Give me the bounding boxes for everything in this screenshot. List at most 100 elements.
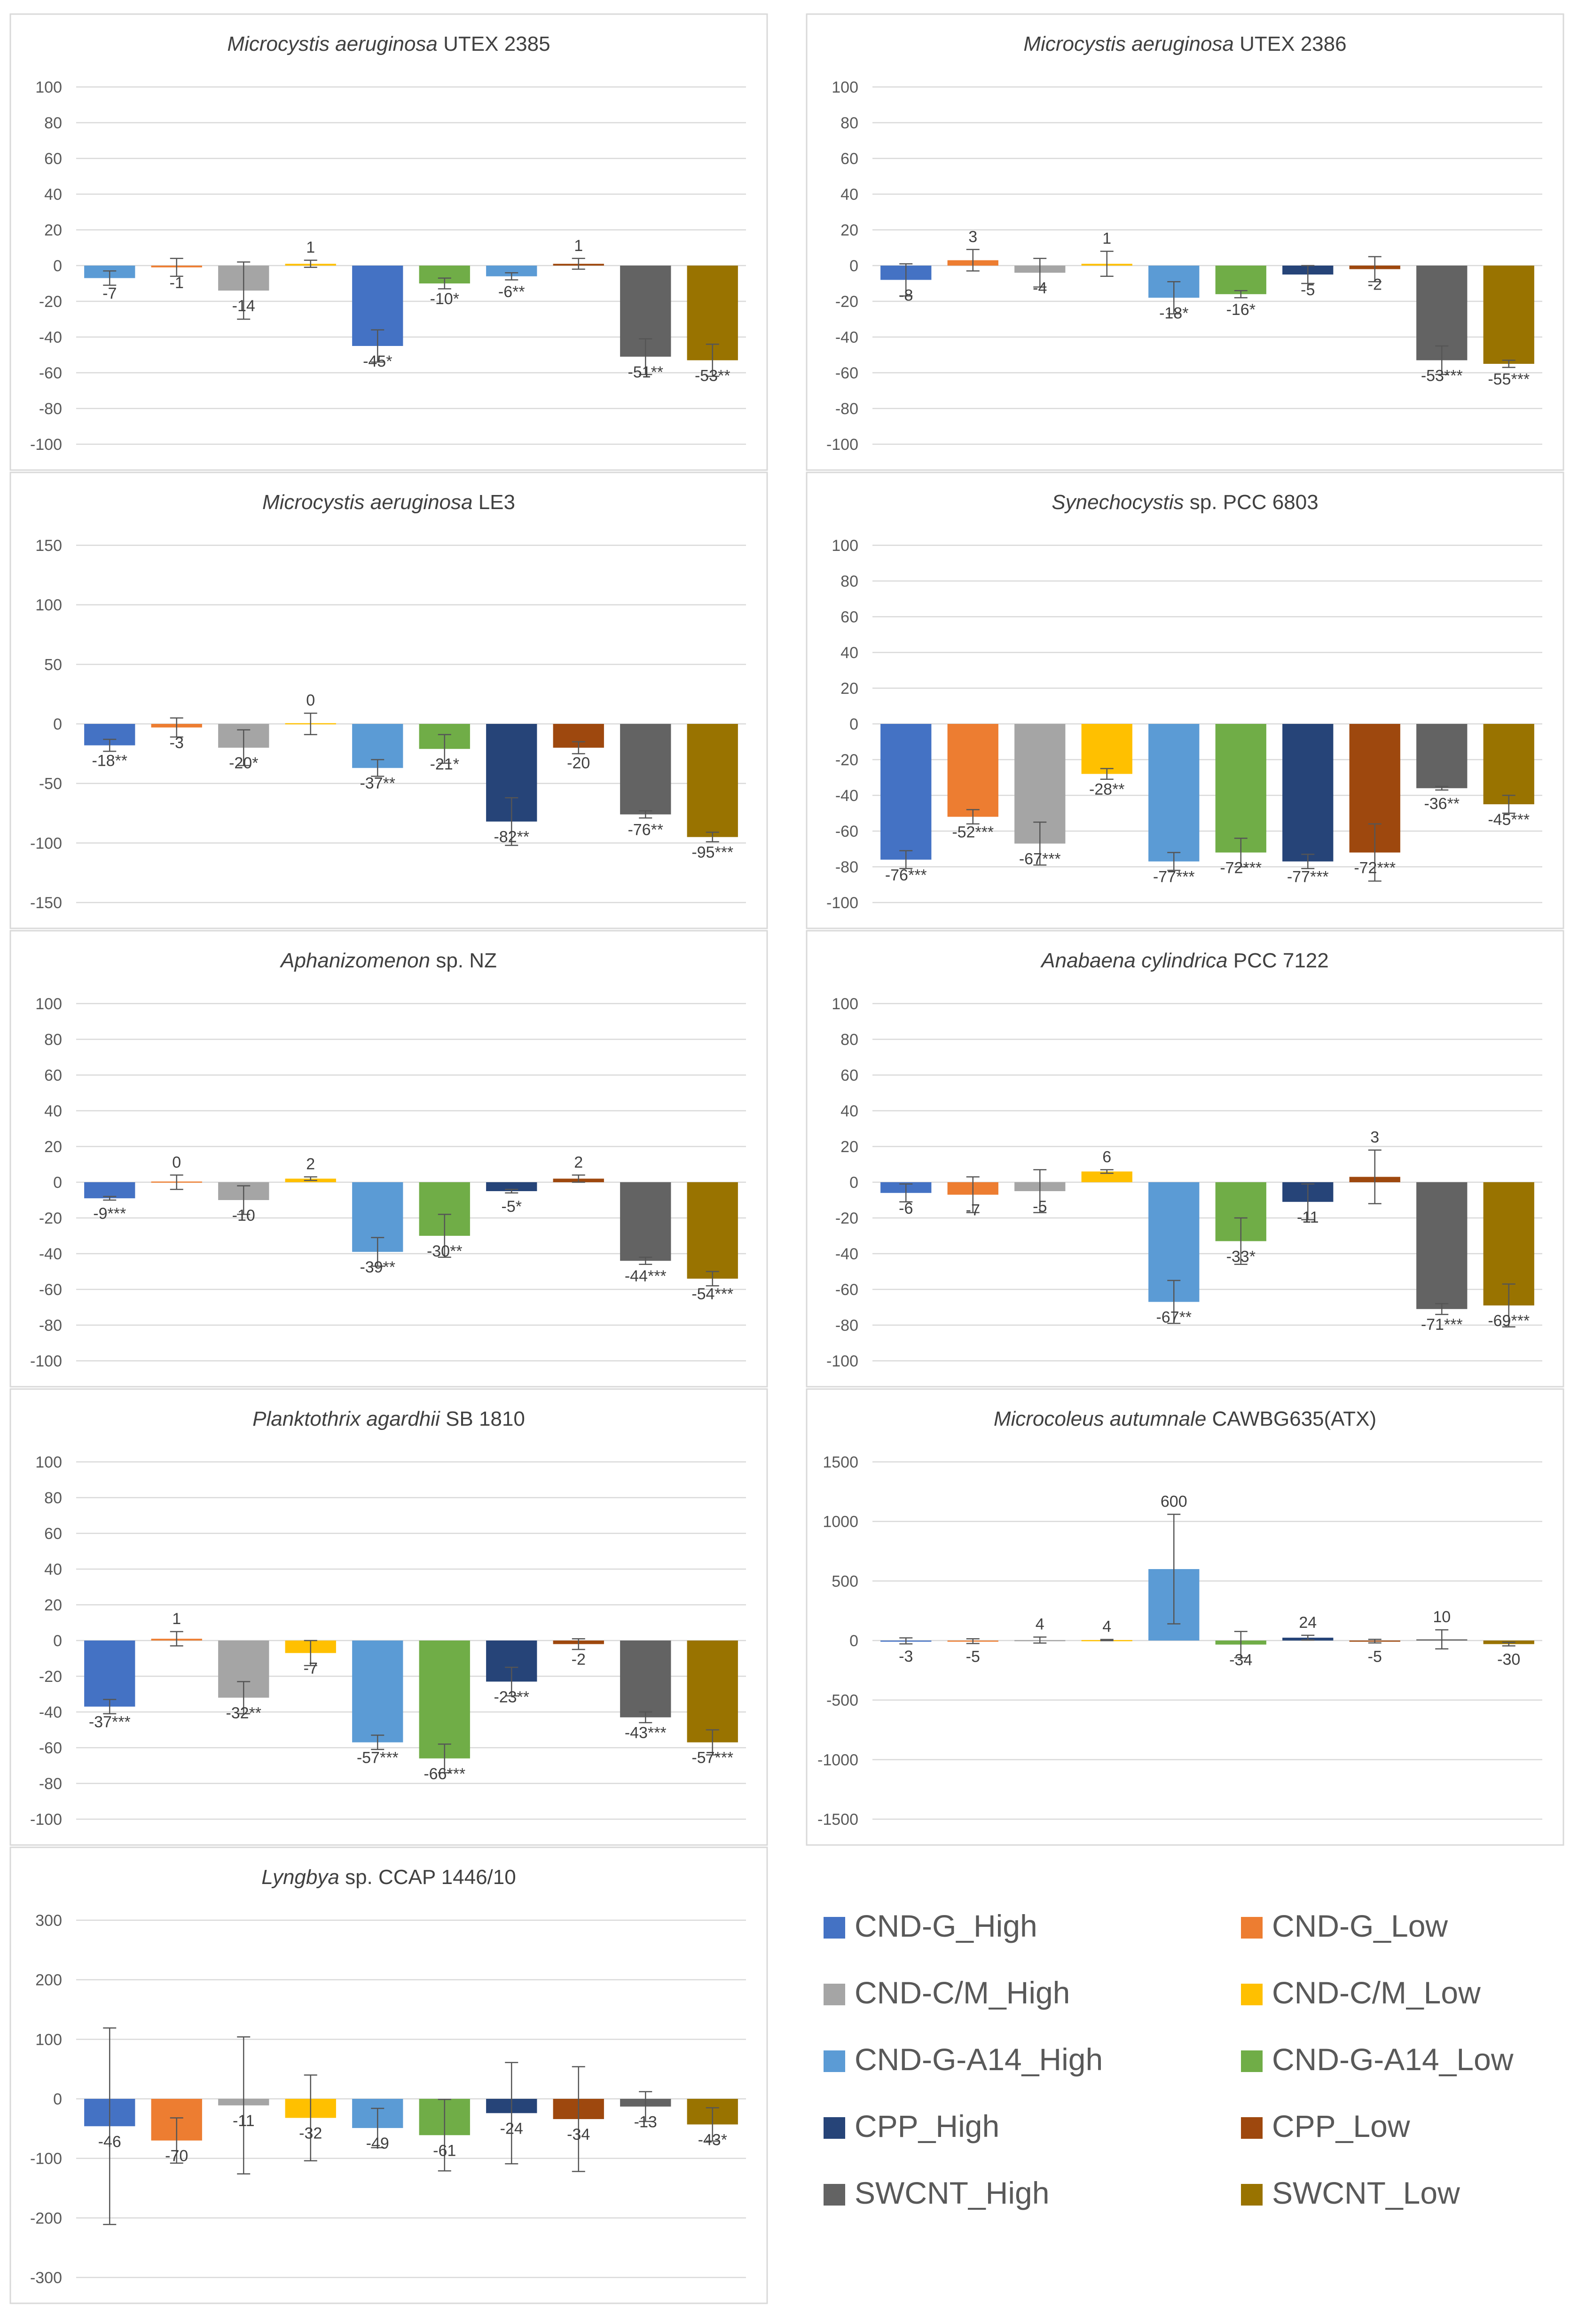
- data-label: -49: [366, 2135, 389, 2152]
- error-bar: [1234, 1217, 1248, 1265]
- error-bar: [1502, 1283, 1515, 1328]
- y-tick-label: 80: [840, 114, 858, 132]
- error-bar: [304, 1640, 317, 1666]
- error-bar: [103, 270, 117, 286]
- chart-title-strain: sp. PCC 6803: [1184, 491, 1319, 514]
- data-label: -24: [500, 2120, 523, 2137]
- y-tick-label: 300: [35, 1912, 62, 1930]
- data-label: 4: [1102, 1618, 1111, 1636]
- data-label: -34: [1229, 1651, 1252, 1669]
- error-bar: [1167, 281, 1181, 314]
- data-label: -37**: [360, 775, 395, 793]
- data-label: -45*: [363, 353, 392, 370]
- chart-title: Aphanizomenon sp. NZ: [279, 949, 497, 972]
- y-tick-label: -20: [835, 293, 858, 311]
- chart-title-strain: UTEX 2386: [1234, 32, 1347, 55]
- error-bar: [1301, 1634, 1315, 1641]
- data-label: -71***: [1421, 1316, 1463, 1334]
- data-label: -39**: [360, 1258, 395, 1276]
- data-label: -6**: [498, 283, 525, 301]
- bar-CND-G_Low: [947, 724, 998, 817]
- error-bar: [505, 797, 518, 846]
- y-tick-label: 1000: [823, 1513, 858, 1531]
- chart-title: Microcystis aeruginosa UTEX 2386: [1023, 32, 1346, 55]
- data-label: -5*: [502, 1198, 522, 1216]
- data-label: 24: [1299, 1614, 1317, 1632]
- panel-frame: [806, 930, 1564, 1388]
- y-tick-label: 50: [44, 656, 62, 674]
- error-bar: [1033, 821, 1047, 866]
- y-tick-label: 0: [849, 715, 858, 733]
- bar-SWCNT_High: [1416, 266, 1468, 361]
- error-bar: [237, 1185, 251, 1215]
- error-bar: [304, 259, 317, 268]
- chart-title-species: Aphanizomenon: [279, 949, 430, 972]
- data-label: -72***: [1354, 859, 1396, 877]
- data-label: 1: [306, 239, 315, 257]
- error-bar: [1435, 1303, 1449, 1315]
- error-bar: [103, 1196, 117, 1201]
- data-label: -8: [899, 286, 913, 304]
- data-label: -57***: [691, 1749, 733, 1767]
- chart-title-strain: PCC 7122: [1228, 949, 1329, 972]
- legend-item-CPP_High: CPP_High: [824, 2109, 999, 2143]
- error-bar: [1100, 1639, 1114, 1641]
- y-tick-label: 60: [44, 150, 62, 168]
- y-tick-label: 100: [832, 79, 858, 96]
- error-bar: [572, 2066, 585, 2172]
- error-bar: [170, 2117, 183, 2164]
- data-label: -52***: [952, 824, 994, 841]
- y-tick-label: 200: [35, 1971, 62, 1989]
- y-tick-label: 0: [849, 1174, 858, 1192]
- legend-item-CND-G-A14_Low: CND-G-A14_Low: [1241, 2042, 1514, 2077]
- error-bar: [1033, 1636, 1047, 1644]
- error-bar: [1435, 1629, 1449, 1649]
- y-tick-label: -100: [826, 1352, 858, 1370]
- legend-item-SWCNT_Low: SWCNT_Low: [1241, 2175, 1460, 2210]
- error-bar: [438, 2099, 451, 2172]
- y-tick-label: -60: [39, 1281, 62, 1299]
- legend-swatch: [1241, 2050, 1263, 2072]
- y-tick-label: -100: [30, 2150, 62, 2168]
- data-label: -69***: [1488, 1312, 1530, 1330]
- y-tick-label: 20: [840, 221, 858, 239]
- legend-swatch: [1241, 1917, 1263, 1939]
- error-bar: [572, 1638, 585, 1650]
- legend-label: SWCNT_Low: [1272, 2175, 1460, 2210]
- data-label: 4: [1036, 1616, 1044, 1633]
- data-label: 2: [306, 1155, 315, 1173]
- error-bar: [237, 261, 251, 320]
- y-tick-label: -100: [826, 894, 858, 912]
- error-bar: [966, 1638, 980, 1644]
- error-bar: [572, 741, 585, 754]
- error-bar: [899, 263, 913, 297]
- error-bar: [572, 258, 585, 270]
- error-bar: [1502, 794, 1515, 814]
- y-tick-label: -100: [30, 1352, 62, 1370]
- data-label: -11: [1297, 1209, 1319, 1226]
- error-bar: [1301, 854, 1315, 870]
- error-bar: [1234, 1631, 1248, 1658]
- data-label: -30**: [427, 1242, 463, 1260]
- y-tick-label: -40: [39, 329, 62, 346]
- data-label: -61: [433, 2142, 456, 2159]
- bar-CND-G-A14_Low: [419, 1641, 470, 1759]
- y-tick-label: 100: [35, 597, 62, 614]
- bar-CND-C/M_Low: [1081, 724, 1132, 774]
- y-tick-label: -300: [30, 2269, 62, 2287]
- data-label: 3: [968, 228, 977, 246]
- legend-swatch: [1241, 2184, 1263, 2206]
- y-tick-label: -80: [39, 1317, 62, 1335]
- error-bar: [706, 1271, 719, 1287]
- data-label: -18**: [92, 752, 127, 770]
- y-tick-label: -40: [39, 1245, 62, 1263]
- data-label: -72***: [1220, 859, 1262, 877]
- y-tick-label: -100: [826, 436, 858, 454]
- legend-label: CND-G-A14_High: [855, 2042, 1103, 2077]
- chart-title-species: Microcystis aeruginosa: [1023, 32, 1234, 55]
- error-bar: [438, 1743, 451, 1774]
- legend-label: CND-C/M_High: [855, 1975, 1070, 2010]
- y-tick-label: -80: [39, 1775, 62, 1793]
- chart-title-strain: LE3: [472, 491, 515, 514]
- error-bar: [1100, 1169, 1114, 1174]
